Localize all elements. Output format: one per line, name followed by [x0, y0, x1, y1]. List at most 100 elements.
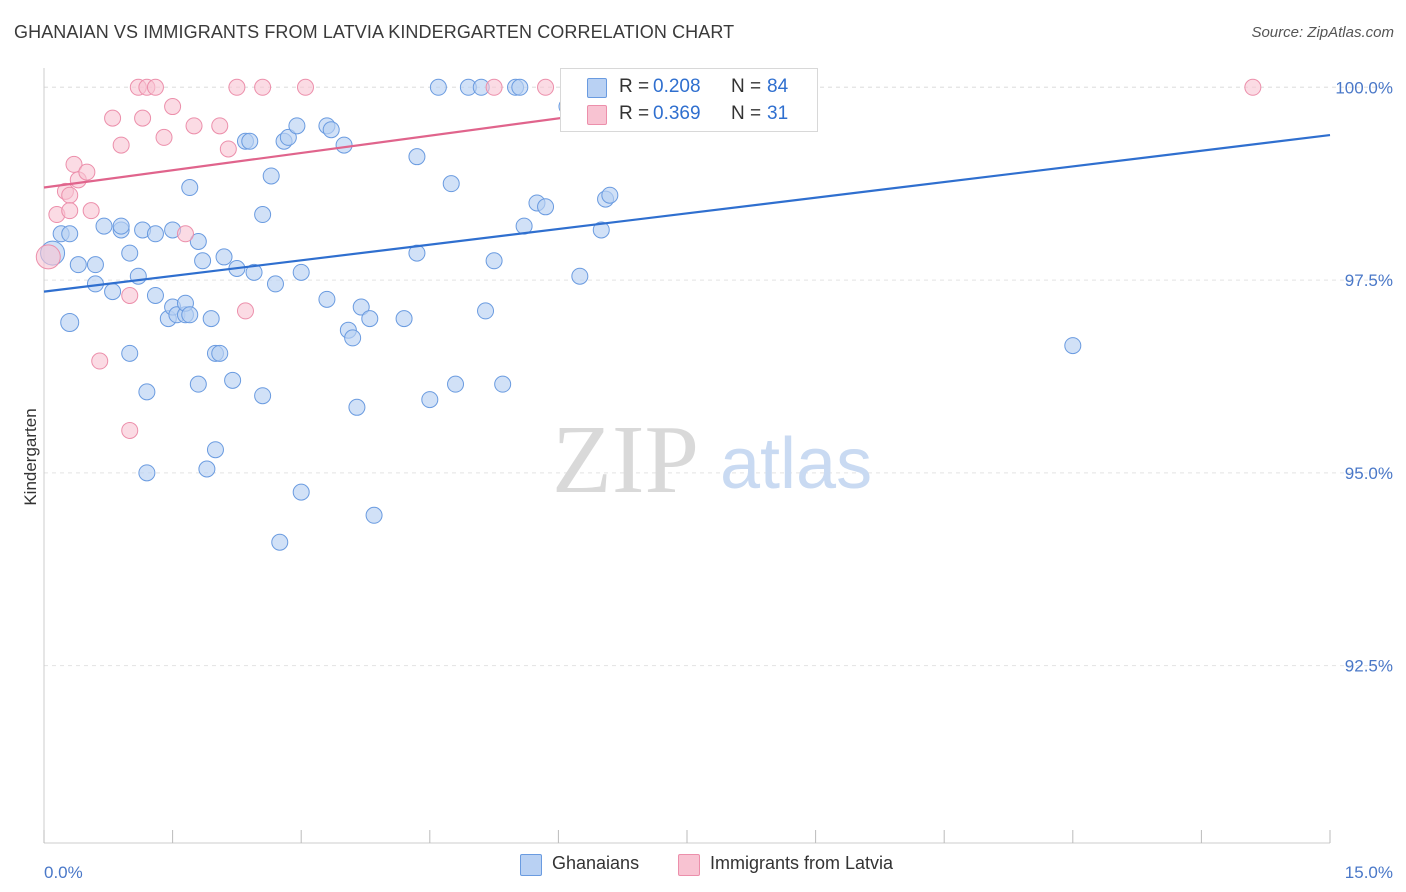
point-ghanaians	[138, 464, 156, 482]
n-value: 31	[767, 103, 789, 124]
source-label: Source: ZipAtlas.com	[1251, 24, 1394, 41]
point-ghanaians	[60, 312, 80, 332]
y-axis-title: Kindergarten	[21, 408, 40, 505]
point-latvia	[91, 352, 109, 370]
point-ghanaians	[104, 283, 122, 301]
point-ghanaians	[245, 263, 263, 281]
watermark-zip: ZIP	[552, 406, 699, 514]
point-ghanaians	[69, 256, 87, 274]
point-ghanaians	[352, 298, 370, 316]
point-latvia	[146, 78, 164, 96]
point-latvia	[1244, 78, 1262, 96]
point-ghanaians	[537, 198, 555, 216]
swatch-pink	[587, 105, 607, 125]
point-latvia	[155, 128, 173, 146]
point-ghanaians	[361, 310, 379, 328]
point-ghanaians	[344, 329, 362, 347]
point-ghanaians	[181, 306, 199, 324]
point-ghanaians	[447, 375, 465, 393]
chart-title: GHANAIAN VS IMMIGRANTS FROM LATVIA KINDE…	[14, 22, 735, 42]
point-ghanaians	[211, 344, 229, 362]
point-ghanaians	[138, 383, 156, 401]
y-tick-label: 95.0%	[1345, 464, 1393, 483]
n-value: 84	[767, 76, 789, 97]
r-label: R =	[619, 103, 650, 124]
point-latvia	[211, 117, 229, 135]
legend-label: Immigrants from Latvia	[710, 853, 894, 873]
point-ghanaians	[198, 460, 216, 478]
y-tick-label: 100.0%	[1335, 78, 1393, 97]
point-ghanaians	[292, 263, 310, 281]
stats-row-ghanaians: R = 0.208 N = 84	[561, 74, 817, 100]
point-ghanaians	[408, 244, 426, 262]
point-latvia	[485, 78, 503, 96]
legend-label: Ghanaians	[552, 853, 640, 873]
point-ghanaians	[571, 267, 589, 285]
point-ghanaians	[592, 221, 610, 239]
point-ghanaians	[335, 136, 353, 154]
point-latvia	[219, 140, 237, 158]
swatch-blue	[587, 78, 607, 98]
point-latvia	[78, 163, 96, 181]
point-latvia	[104, 109, 122, 127]
point-ghanaians	[61, 225, 79, 243]
point-ghanaians	[601, 186, 619, 204]
trend-line-ghanaians	[43, 133, 1331, 293]
series-ghanaians	[40, 78, 1082, 551]
point-ghanaians	[224, 371, 242, 389]
point-ghanaians	[254, 387, 272, 405]
point-ghanaians	[262, 167, 280, 185]
point-ghanaians	[215, 248, 233, 266]
point-ghanaians	[485, 252, 503, 270]
point-ghanaians	[194, 252, 212, 270]
point-ghanaians	[202, 310, 220, 328]
x-axis-ticks	[43, 830, 1331, 843]
point-ghanaians	[442, 175, 460, 193]
point-latvia	[254, 78, 272, 96]
point-latvia	[185, 117, 203, 135]
n-label: N =	[731, 76, 762, 97]
y-tick-labels: 92.5% 95.0% 97.5% 100.0%	[1335, 78, 1393, 675]
point-ghanaians	[348, 398, 366, 416]
r-value: 0.208	[653, 76, 701, 97]
point-ghanaians	[395, 310, 413, 328]
point-ghanaians	[1064, 337, 1082, 355]
point-latvia	[121, 286, 139, 304]
point-ghanaians	[322, 121, 340, 139]
series-latvia	[35, 78, 1262, 439]
point-ghanaians	[288, 117, 306, 135]
point-ghanaians	[266, 275, 284, 293]
x-tick-label-min: 0.0%	[44, 863, 83, 882]
point-ghanaians	[95, 217, 113, 235]
point-ghanaians	[86, 256, 104, 274]
y-tick-label: 92.5%	[1345, 657, 1393, 676]
point-ghanaians	[494, 375, 512, 393]
watermark: ZIP atlas	[552, 406, 872, 514]
point-ghanaians	[408, 148, 426, 166]
stats-legend: R = 0.208 N = 84 R = 0.369 N = 31	[560, 68, 818, 132]
point-ghanaians	[146, 286, 164, 304]
point-ghanaians	[241, 132, 259, 150]
point-latvia	[296, 78, 314, 96]
point-ghanaians	[189, 375, 207, 393]
r-value: 0.369	[653, 103, 701, 124]
point-latvia	[35, 244, 61, 270]
point-latvia	[61, 202, 79, 220]
point-latvia	[82, 202, 100, 220]
point-ghanaians	[421, 391, 439, 409]
point-ghanaians	[181, 179, 199, 197]
point-latvia	[61, 186, 79, 204]
point-latvia	[112, 136, 130, 154]
point-ghanaians	[146, 225, 164, 243]
point-latvia	[537, 78, 555, 96]
stats-row-latvia: R = 0.369 N = 31	[561, 101, 817, 127]
n-label: N =	[731, 103, 762, 124]
point-ghanaians	[189, 233, 207, 251]
r-label: R =	[619, 76, 650, 97]
point-latvia	[121, 421, 139, 439]
point-latvia	[176, 225, 194, 243]
series-legend: Ghanaians Immigrants from Latvia	[0, 852, 1406, 878]
point-latvia	[134, 109, 152, 127]
point-ghanaians	[112, 217, 130, 235]
